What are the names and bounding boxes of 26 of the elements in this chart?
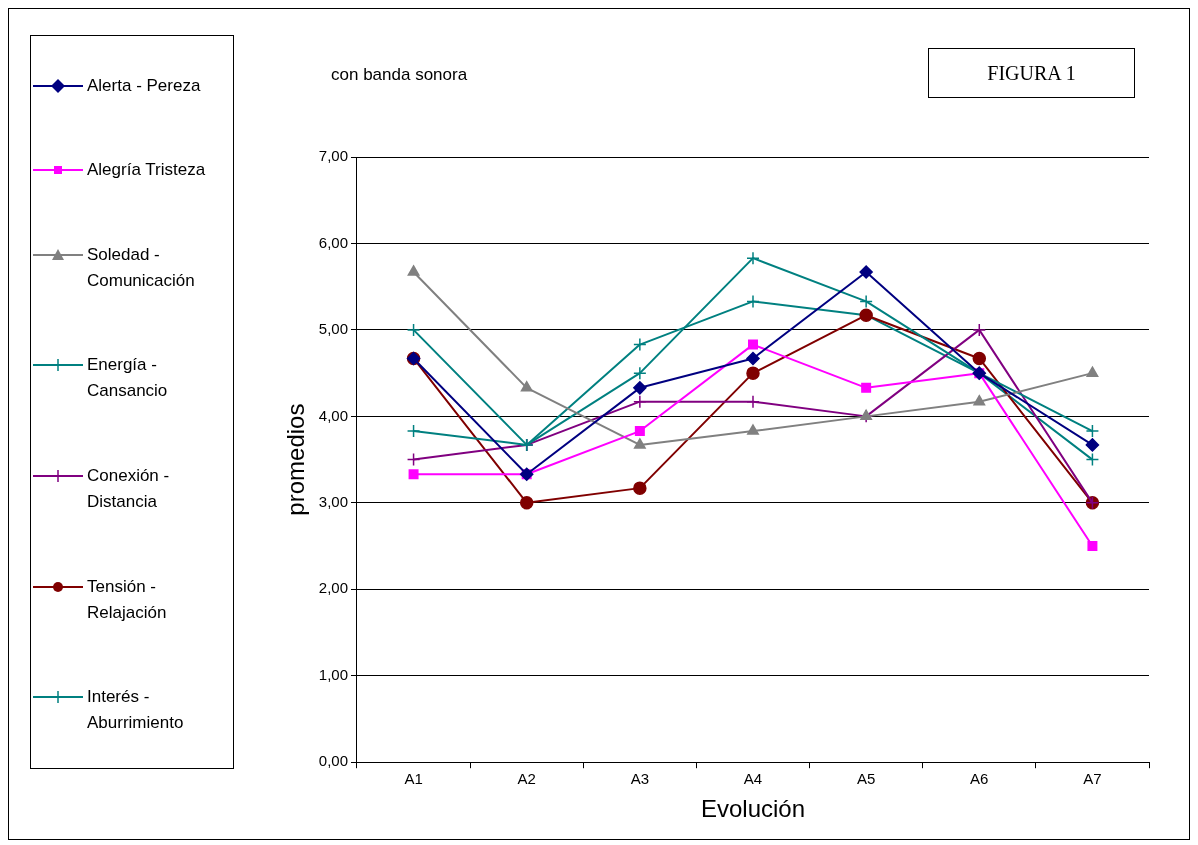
legend-label: Alegría Tristeza bbox=[87, 159, 207, 182]
legend-label: Interés - Aburrimiento bbox=[87, 686, 185, 735]
y-tick-label: 2,00 bbox=[318, 579, 348, 597]
y-tick-label: 6,00 bbox=[318, 233, 348, 251]
legend-label: Energía - Cansancio bbox=[87, 354, 169, 403]
y-tick-label: 0,00 bbox=[318, 752, 348, 770]
legend-label: Conexión - Distancia bbox=[87, 465, 171, 514]
y-tick-label: 7,00 bbox=[318, 147, 348, 165]
x-tick-label: A4 bbox=[743, 770, 763, 788]
x-tick-label: A1 bbox=[404, 770, 423, 788]
y-tick-label: 4,00 bbox=[318, 406, 348, 424]
x-tick-label: A6 bbox=[970, 770, 989, 788]
x-tick-label: A2 bbox=[517, 770, 536, 788]
legend-label: Alerta - Pereza bbox=[87, 74, 202, 97]
y-tick-label: 3,00 bbox=[318, 492, 348, 510]
y-axis-title: promedios bbox=[282, 403, 310, 516]
y-tick-label: 5,00 bbox=[318, 320, 348, 338]
legend-label: Tensión - Relajación bbox=[87, 575, 168, 624]
x-axis-title: Evolución bbox=[700, 795, 806, 823]
chart-subtitle: con banda sonora bbox=[331, 65, 468, 85]
x-tick-label: A3 bbox=[630, 770, 650, 788]
legend-label: Soledad - Comunicación bbox=[87, 243, 196, 292]
x-tick-label: A5 bbox=[856, 770, 876, 788]
chart-title: FIGURA 1 bbox=[928, 48, 1135, 98]
x-tick-label: A7 bbox=[1083, 770, 1102, 788]
y-tick-label: 1,00 bbox=[318, 665, 348, 683]
